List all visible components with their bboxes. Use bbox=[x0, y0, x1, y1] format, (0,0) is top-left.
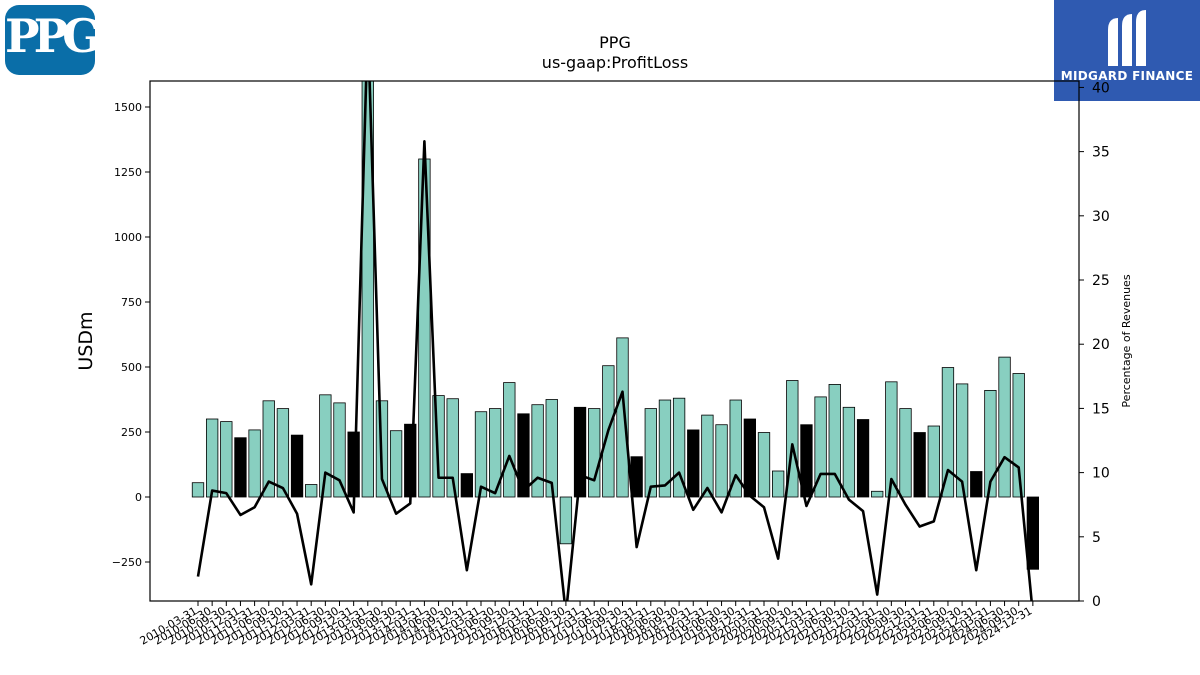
bar bbox=[871, 490, 884, 498]
y-tick-label: 750 bbox=[121, 296, 142, 309]
ppg-logo: PPG bbox=[5, 5, 101, 75]
bar bbox=[616, 337, 629, 498]
bar bbox=[305, 484, 318, 498]
bar bbox=[772, 470, 785, 498]
bar bbox=[460, 473, 474, 498]
midgard-m-icon bbox=[1108, 10, 1146, 66]
bar bbox=[984, 389, 997, 498]
plot-frame bbox=[149, 80, 1080, 602]
bar bbox=[488, 408, 502, 498]
bar bbox=[687, 429, 700, 498]
bar bbox=[672, 397, 686, 498]
bar bbox=[658, 399, 672, 498]
y-tick-label: −250 bbox=[112, 556, 142, 569]
y2-tick-label: 10 bbox=[1092, 466, 1110, 482]
bar bbox=[333, 402, 346, 498]
bar bbox=[432, 395, 445, 498]
bar bbox=[559, 496, 573, 545]
bar bbox=[205, 418, 219, 498]
bar bbox=[290, 434, 304, 498]
ppg-logo-text: PPG bbox=[5, 9, 101, 63]
bar bbox=[856, 419, 870, 498]
y2-tick-label: 35 bbox=[1092, 145, 1110, 161]
y2-tick-label: 0 bbox=[1092, 594, 1101, 610]
bar bbox=[276, 408, 290, 498]
y-tick-label: 1000 bbox=[114, 231, 142, 244]
bar bbox=[503, 382, 516, 498]
bar bbox=[955, 383, 969, 498]
y-tick-label: 500 bbox=[121, 361, 142, 374]
bar bbox=[446, 398, 459, 498]
bar bbox=[531, 404, 544, 498]
bar bbox=[885, 381, 898, 498]
bar bbox=[828, 384, 841, 498]
bar bbox=[970, 471, 983, 498]
bar bbox=[262, 400, 275, 498]
bar bbox=[701, 414, 714, 498]
bar bbox=[248, 429, 261, 498]
bar bbox=[191, 482, 205, 498]
midgard-logo-text: MIDGARD FINANCE bbox=[1060, 69, 1194, 83]
bar bbox=[361, 81, 374, 498]
bar bbox=[319, 394, 332, 498]
bar bbox=[757, 432, 771, 498]
midgard-finance-logo: MIDGARD FINANCE bbox=[1054, 0, 1200, 101]
bar bbox=[927, 425, 940, 498]
bar bbox=[800, 424, 813, 498]
bar bbox=[573, 406, 587, 498]
y-tick-label: 250 bbox=[121, 426, 142, 439]
bar bbox=[1026, 496, 1039, 570]
bar bbox=[644, 408, 657, 498]
chart-title: PPG bbox=[599, 33, 631, 52]
bar bbox=[545, 399, 558, 498]
y2-tick-label: 15 bbox=[1092, 401, 1110, 417]
bar bbox=[517, 413, 530, 498]
y-axis-label: USDm bbox=[75, 311, 97, 370]
chart-subtitle: us-gaap:ProfitLoss bbox=[541, 53, 689, 72]
y-tick-label: 1500 bbox=[114, 101, 142, 114]
bar bbox=[842, 406, 856, 498]
y-tick-label: 1250 bbox=[114, 166, 142, 179]
y2-tick-label: 20 bbox=[1092, 337, 1110, 353]
bar bbox=[913, 432, 926, 498]
y2-tick-label: 30 bbox=[1092, 209, 1110, 225]
y2-tick-label: 5 bbox=[1092, 530, 1101, 546]
bar bbox=[899, 408, 912, 498]
pct-revenues-line bbox=[196, 81, 1033, 601]
bar bbox=[1012, 373, 1025, 498]
bar bbox=[389, 430, 403, 498]
y2-axis-label: Percentage of Revenues bbox=[1120, 274, 1133, 407]
bar bbox=[743, 418, 756, 498]
line-group bbox=[196, 81, 1033, 601]
bar bbox=[220, 421, 233, 498]
bar bbox=[998, 356, 1011, 498]
y2-tick-label: 25 bbox=[1092, 273, 1110, 289]
bar bbox=[715, 424, 728, 498]
bar bbox=[786, 380, 799, 498]
bar bbox=[729, 399, 742, 498]
y-tick-label: 0 bbox=[135, 491, 142, 504]
bar bbox=[941, 367, 955, 498]
y2-tick-label: 40 bbox=[1092, 80, 1110, 96]
bar bbox=[588, 408, 601, 498]
bar bbox=[814, 396, 827, 498]
bars-group bbox=[191, 81, 1039, 570]
bar bbox=[234, 437, 247, 498]
bar bbox=[474, 411, 488, 498]
